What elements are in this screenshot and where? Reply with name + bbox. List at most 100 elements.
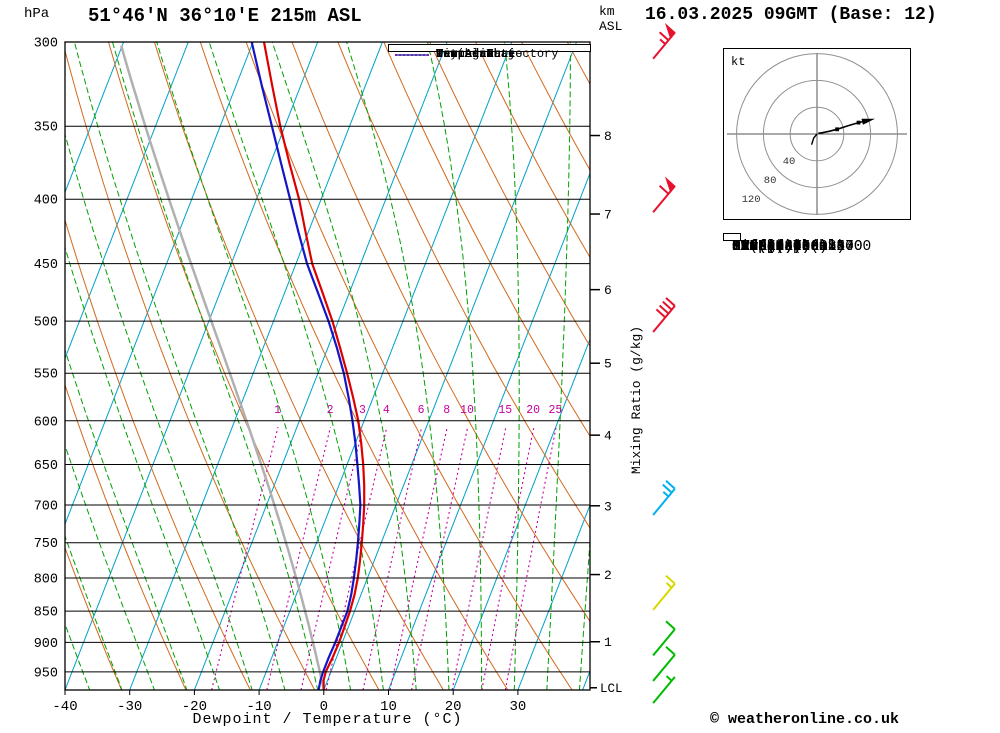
indices-row-value: -0.8: [810, 239, 846, 255]
indices-row-value: 31: [827, 239, 846, 255]
indices-row-label: SREH: [732, 239, 767, 255]
indices-row-value: 18: [740, 239, 759, 255]
indices-section-header: Hodograph: [732, 239, 811, 255]
indices-row-label: CAPE (J): [732, 239, 802, 255]
indices-row: CAPE (J) 0: [732, 237, 810, 258]
asl-label: ASL: [599, 19, 623, 34]
svg-text:40: 40: [783, 156, 796, 168]
wind-barbs: [652, 22, 676, 704]
indices-section: K 18 Totals Totals 40 PW (cm) 1.62: [723, 233, 863, 255]
indices-row: StmSpd (kt) 31: [732, 237, 845, 258]
indices-row-label: θE (K): [732, 239, 785, 255]
indices-row-label: Lifted Index: [732, 239, 837, 255]
svg-text:20: 20: [526, 404, 540, 417]
svg-text:300: 300: [34, 37, 58, 52]
svg-text:650: 650: [34, 459, 58, 474]
indices-row-label: StmDir: [732, 239, 785, 255]
legend-item-label: Parcel Trajectory: [436, 47, 559, 62]
indices-row-value: 0: [801, 239, 811, 255]
indices-row-label: CIN (J): [732, 239, 793, 255]
indices-row: Lifted Index 20: [732, 237, 854, 258]
indices-row: CIN (J) 0: [732, 237, 802, 258]
svg-text:750: 750: [34, 537, 58, 552]
indices-row: Dewp (°C) -0.8: [732, 237, 845, 258]
svg-text:Mixing Ratio (g/kg): Mixing Ratio (g/kg): [629, 326, 644, 474]
svg-text:kt: kt: [731, 55, 745, 69]
altitude-axis-unit-label: km ASL: [599, 4, 622, 34]
svg-text:700: 700: [34, 500, 58, 515]
indices-row-value: -22: [749, 239, 776, 255]
indices-row-label: Totals Totals: [732, 239, 846, 255]
indices-row-value: 284: [775, 239, 802, 255]
svg-text:1: 1: [604, 635, 612, 650]
svg-text:-40: -40: [52, 699, 77, 715]
svg-text:10: 10: [460, 404, 474, 417]
indices-row-label: Lifted Index: [732, 239, 837, 255]
svg-text:8: 8: [443, 404, 450, 417]
indices-row-value: 275°: [784, 239, 820, 255]
legend-item-label: Wet Adiabat: [436, 47, 516, 62]
indices-row: K 18: [732, 237, 758, 258]
svg-text:10: 10: [380, 699, 397, 715]
svg-text:120: 120: [742, 194, 761, 206]
svg-text:LCL: LCL: [600, 682, 623, 696]
svg-text:800: 800: [34, 572, 58, 587]
indices-row-value: 20: [836, 239, 854, 255]
indices-row: θE(K) 284: [732, 237, 802, 258]
skewt-chart: 1 2 3 4 6 8 10 15 20 2530035040045050055060065070…: [34, 22, 676, 715]
svg-text:350: 350: [34, 121, 58, 136]
indices-row-label: CIN (J): [732, 239, 793, 255]
svg-text:-30: -30: [117, 699, 142, 715]
svg-text:950: 950: [34, 666, 58, 681]
indices-row: Temp (°C) 0: [732, 237, 819, 258]
indices-row-value: 305: [784, 239, 811, 255]
svg-text:5: 5: [604, 357, 612, 372]
indices-row-value: 0: [801, 239, 811, 255]
indices-row: CAPE (J) 0: [732, 237, 810, 258]
svg-text:850: 850: [34, 606, 58, 621]
svg-text:8: 8: [604, 129, 612, 144]
svg-text:3: 3: [359, 404, 366, 417]
legend-item-label: Isotherm: [436, 47, 494, 62]
legend-item-label: Temperature: [436, 47, 516, 62]
station-title: 51°46'N 36°10'E 215m ASL: [88, 5, 362, 27]
indices-row: Totals Totals 40: [732, 237, 863, 258]
svg-text:600: 600: [34, 415, 58, 430]
legend-item-label: Dry Adiabat: [436, 47, 516, 62]
x-axis-title: Dewpoint / Temperature (°C): [192, 711, 463, 728]
indices-row-label: Temp (°C): [732, 239, 811, 255]
indices-row-value: 40: [845, 239, 863, 255]
svg-text:4: 4: [383, 404, 390, 417]
indices-row-value: 700: [845, 239, 872, 255]
indices-row-label: θE(K): [732, 239, 776, 255]
run-datetime: 16.03.2025 09GMT (Base: 12): [645, 5, 937, 25]
svg-text:-10: -10: [246, 699, 271, 715]
svg-text:25: 25: [548, 404, 562, 417]
indices-row: EH -22: [732, 237, 776, 258]
svg-text:0: 0: [320, 699, 328, 715]
indices-row: Lifted Index 5: [732, 237, 845, 258]
indices-row-label: Pressure (mb): [732, 239, 846, 255]
svg-text:6: 6: [604, 283, 612, 298]
indices-row-label: StmSpd (kt): [732, 239, 828, 255]
indices-row-value: 0: [792, 239, 802, 255]
svg-text:1: 1: [274, 404, 281, 417]
indices-row-label: PW (cm): [732, 239, 793, 255]
svg-text:6: 6: [418, 404, 425, 417]
skewt-gridlines: [65, 42, 590, 690]
svg-text:20: 20: [445, 699, 462, 715]
svg-text:450: 450: [34, 258, 58, 273]
svg-text:4: 4: [604, 429, 612, 444]
svg-text:500: 500: [34, 316, 58, 331]
indices-row-label: EH: [732, 239, 750, 255]
svg-text:-20: -20: [182, 699, 207, 715]
indices-row: StmDir 275°: [732, 237, 819, 258]
copyright: © weatheronline.co.uk: [710, 711, 900, 728]
indices-row-label: CAPE (J): [732, 239, 802, 255]
legend-item-label: Mixing Ratio: [436, 47, 523, 62]
km-unit-label: km: [599, 4, 615, 19]
svg-text:400: 400: [34, 194, 58, 209]
indices-row-value: 0: [792, 239, 802, 255]
